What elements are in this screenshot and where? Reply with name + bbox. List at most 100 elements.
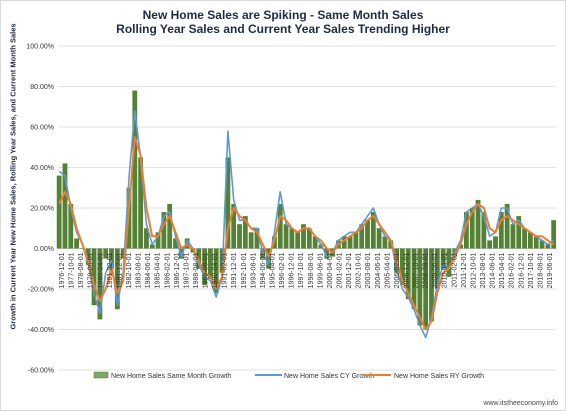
bar <box>405 248 411 300</box>
x-tick-label: 1995-04-01 <box>270 252 277 288</box>
x-tick-label: 1981-02-01 <box>107 252 114 288</box>
bar <box>370 212 376 249</box>
bar <box>225 157 231 249</box>
bar <box>68 203 74 249</box>
bar <box>289 228 295 249</box>
legend-label-cy: New Home Sales CY Growth <box>284 373 374 380</box>
x-tick-label: 2011-12-01 <box>461 252 468 287</box>
bar <box>481 212 487 249</box>
ry-growth-line <box>58 136 555 331</box>
bar <box>376 228 382 249</box>
bar <box>498 212 504 249</box>
bar <box>103 248 109 259</box>
bar <box>347 236 353 249</box>
legend-label-ry: New Home Sales RY Growth <box>394 373 484 380</box>
x-tick-label: 2001-12-01 <box>346 252 353 288</box>
bar <box>248 232 254 249</box>
legend-label-bars: New Home Sales Same Month Growth <box>111 373 231 380</box>
x-tick-label: 2000-04-01 <box>327 252 334 288</box>
bar <box>161 212 167 249</box>
x-axis-ticks: 1976-12-01 1977-10-01 1978-08-01 1979-06-01… <box>59 252 554 288</box>
bar <box>85 248 91 265</box>
bar <box>277 203 283 249</box>
x-tick-label: 2011-02-01 <box>451 252 458 287</box>
bar <box>382 236 388 249</box>
x-tick-label: 2016-02-01 <box>509 252 516 288</box>
x-tick-label: 2017-10-01 <box>528 252 535 288</box>
bar <box>365 220 370 249</box>
x-tick-label: 1990-04-01 <box>212 252 219 288</box>
bar <box>475 199 481 249</box>
bar <box>266 248 272 269</box>
x-tick-label: 1997-10-01 <box>298 252 305 288</box>
bar <box>516 216 522 249</box>
x-tick-label: 2016-12-01 <box>518 252 525 288</box>
y-tick-label: 80.00% <box>30 84 54 91</box>
y-tick-label: 60.00% <box>30 125 54 132</box>
x-tick-label: 1987-10-01 <box>183 252 190 288</box>
x-tick-label: 2014-06-01 <box>490 252 497 288</box>
x-tick-label: 1998-08-01 <box>308 252 315 288</box>
x-tick-label: 2013-08-01 <box>480 252 487 288</box>
bar <box>400 248 405 285</box>
y-tick-label: 100.00% <box>26 44 54 51</box>
x-tick-label: 2008-08-01 <box>423 252 430 288</box>
x-tick-label: 2009-06-01 <box>432 252 439 288</box>
y-tick-label: 40.00% <box>30 165 54 172</box>
x-tick-label: 2012-10-01 <box>471 252 478 288</box>
bar <box>446 248 452 277</box>
bar <box>551 220 557 249</box>
bar <box>242 216 248 249</box>
x-tick-label: 1986-12-01 <box>174 252 181 288</box>
legend-swatch-bars <box>93 371 109 379</box>
bar <box>80 248 85 250</box>
x-tick-label: 2003-08-01 <box>365 252 372 288</box>
bar <box>301 224 306 249</box>
bar <box>324 248 330 259</box>
bar <box>469 208 475 249</box>
bar <box>306 228 312 249</box>
line-series <box>58 110 555 339</box>
bar <box>231 203 237 249</box>
bar <box>213 248 219 294</box>
y-tick-label: -60.00% <box>28 368 54 375</box>
bar <box>429 248 434 322</box>
x-tick-label: 1996-02-01 <box>279 252 286 288</box>
x-tick-label: 1985-04-01 <box>155 252 162 288</box>
bar <box>208 248 213 279</box>
bar <box>417 248 423 326</box>
bar <box>155 232 161 249</box>
x-tick-label: 2010-04-01 <box>442 252 449 288</box>
bar <box>528 232 533 249</box>
bar <box>237 224 242 249</box>
bar <box>318 244 324 249</box>
x-tick-label: 1984-06-01 <box>145 252 152 288</box>
bar <box>254 228 260 249</box>
x-tick-label: 2004-06-01 <box>375 252 382 288</box>
bar <box>312 236 318 249</box>
bar <box>487 240 493 249</box>
bar <box>464 212 469 249</box>
bar <box>144 228 149 249</box>
chart-subtitle: Rolling Year Sales and Current Year Sale… <box>116 22 450 36</box>
x-tick-label: 2019-06-01 <box>547 252 554 288</box>
x-tick-label: 1979-06-01 <box>88 252 95 288</box>
x-tick-label: 1999-06-01 <box>317 252 324 288</box>
bar <box>138 157 144 249</box>
x-tick-label: 1978-08-01 <box>78 252 85 288</box>
x-tick-label: 1996-12-01 <box>289 252 296 288</box>
x-tick-label: 2006-02-01 <box>394 252 401 288</box>
x-tick-label: 1977-10-01 <box>69 252 76 288</box>
bar <box>510 224 516 249</box>
bar <box>539 240 545 249</box>
x-tick-label: 1993-08-01 <box>250 252 257 288</box>
bar <box>114 248 120 310</box>
bar <box>545 244 551 249</box>
bar <box>132 90 138 249</box>
x-tick-label: 2018-08-01 <box>537 252 544 288</box>
bar <box>493 236 498 249</box>
x-tick-label: 1992-10-01 <box>241 252 248 288</box>
x-tick-label: 1991-12-01 <box>231 252 238 288</box>
x-tick-label: 2007-10-01 <box>413 252 420 288</box>
